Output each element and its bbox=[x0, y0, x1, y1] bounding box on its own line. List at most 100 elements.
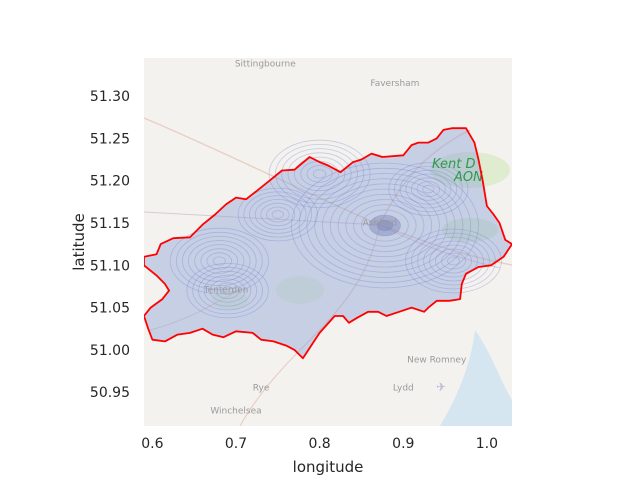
density-contour-1-7 bbox=[274, 143, 365, 204]
density-contour-2-5 bbox=[188, 240, 251, 282]
airport-icon: ✈ bbox=[436, 380, 446, 394]
density-contour-1-2 bbox=[306, 165, 333, 183]
basemap-railway bbox=[379, 224, 501, 269]
density-contour-0-7 bbox=[329, 188, 440, 263]
density-contour-5-6 bbox=[243, 191, 313, 238]
basemap-road bbox=[144, 117, 512, 266]
density-contour-6-4 bbox=[405, 173, 452, 205]
density-contour-2-4 bbox=[194, 244, 245, 278]
density-contour-5-5 bbox=[249, 195, 307, 234]
density-contour-0-1 bbox=[376, 219, 394, 232]
density-contour-4-3 bbox=[209, 278, 246, 303]
x-tick-labels: 0.6 0.7 0.8 0.9 1.0 bbox=[141, 436, 498, 452]
density-contour-6-6 bbox=[394, 166, 463, 213]
density-contour-1-5 bbox=[287, 152, 352, 196]
y-axis-label: latitude bbox=[70, 213, 88, 271]
density-contour-3-2 bbox=[441, 252, 466, 270]
density-contour-4-6 bbox=[192, 266, 263, 315]
basemap-sea bbox=[440, 330, 512, 426]
density-contour-1-1 bbox=[312, 169, 327, 179]
density-contour-6-1 bbox=[422, 184, 435, 194]
basemap-place-labels: Sittingbourne Faversham Ashford Tenterden Ne… bbox=[203, 60, 467, 417]
y-tick-label: 50.95 bbox=[90, 385, 130, 401]
x-tick-label: 1.0 bbox=[476, 436, 498, 452]
density-contour-1-4 bbox=[293, 156, 346, 192]
y-tick-label: 51.20 bbox=[90, 174, 130, 190]
density-contour-0-9 bbox=[314, 178, 456, 273]
x-tick-label: 0.9 bbox=[392, 436, 414, 452]
y-tick-label: 51.00 bbox=[90, 343, 130, 359]
y-tick-label: 51.05 bbox=[90, 301, 130, 317]
density-contour-3-3 bbox=[435, 248, 472, 274]
density-contour-3-4 bbox=[429, 244, 478, 278]
y-tick-labels: 50.95 51.00 51.05 51.10 51.15 51.20 51.25 51.30 bbox=[90, 89, 130, 401]
density-contour-4-2 bbox=[215, 282, 240, 299]
map-plot-area: ✈ Sittingbourne Faversham Ashford Tenterden… bbox=[144, 58, 512, 426]
density-contour-3-6 bbox=[417, 236, 490, 286]
x-tick-label: 0.7 bbox=[225, 436, 247, 452]
density-contour-4-4 bbox=[203, 274, 252, 307]
density-contour-1-8 bbox=[268, 139, 371, 208]
density-contour-0-4 bbox=[353, 204, 417, 247]
aonb-label-line2: AON bbox=[453, 170, 483, 185]
density-contour-3-1 bbox=[447, 256, 460, 266]
density-contour-2-1 bbox=[212, 256, 226, 266]
density-contours bbox=[169, 139, 502, 319]
y-tick-label: 51.10 bbox=[90, 258, 130, 274]
aonb-label-line1: Kent D bbox=[432, 157, 476, 172]
density-contour-6-5 bbox=[399, 169, 458, 209]
density-contour-0-6 bbox=[337, 193, 433, 258]
density-contour-2-8 bbox=[169, 227, 269, 295]
place-label-new-romney: New Romney bbox=[407, 356, 467, 366]
place-label-sittingbourne: Sittingbourne bbox=[235, 60, 296, 70]
density-contour-5-2 bbox=[266, 206, 290, 223]
density-contour-3-5 bbox=[423, 240, 484, 282]
basemap-road bbox=[379, 129, 471, 226]
density-contour-1-6 bbox=[281, 148, 358, 200]
density-contour-0-8 bbox=[322, 183, 448, 268]
density-contour-0-12 bbox=[290, 162, 479, 289]
place-label-ashford: Ashford bbox=[363, 219, 397, 229]
y-tick-label: 51.15 bbox=[90, 216, 130, 232]
y-tick-label: 51.30 bbox=[90, 89, 130, 105]
density-contour-5-7 bbox=[237, 187, 318, 242]
district-fill bbox=[144, 128, 512, 359]
basemap-green-area bbox=[430, 152, 510, 188]
basemap-railway bbox=[144, 211, 381, 226]
density-contour-2-6 bbox=[181, 235, 257, 286]
density-contour-2-3 bbox=[200, 248, 239, 274]
density-contour-0-11 bbox=[298, 167, 472, 284]
place-label-winchelsea: Winchelsea bbox=[210, 406, 261, 416]
basemap-road bbox=[149, 289, 241, 331]
place-label-tenterden: Tenterden bbox=[203, 285, 249, 295]
basemap-background bbox=[144, 58, 512, 426]
density-contour-0-2 bbox=[368, 214, 401, 237]
density-contour-2-2 bbox=[206, 252, 233, 270]
density-contour-0-10 bbox=[306, 173, 464, 278]
basemap-road bbox=[239, 224, 381, 426]
density-contour-3-8 bbox=[405, 228, 502, 294]
place-label-lydd: Lydd bbox=[393, 384, 414, 394]
density-contour-0-5 bbox=[345, 199, 425, 252]
density-contour-6-2 bbox=[416, 181, 441, 198]
place-label-rye: Rye bbox=[253, 384, 270, 394]
density-contour-5-3 bbox=[260, 202, 296, 227]
density-contour-4-7 bbox=[186, 262, 269, 319]
place-label-faversham: Faversham bbox=[370, 79, 419, 89]
density-contour-4-1 bbox=[221, 286, 234, 295]
basemap-green-area bbox=[442, 218, 498, 242]
x-tick-label: 0.6 bbox=[141, 436, 163, 452]
density-contour-5-4 bbox=[254, 198, 301, 230]
district-boundary bbox=[144, 127, 512, 360]
density-contour-2-7 bbox=[175, 231, 263, 291]
y-tick-label: 51.25 bbox=[90, 131, 130, 147]
density-contour-5-1 bbox=[271, 210, 284, 219]
basemap-green-area bbox=[212, 290, 248, 310]
density-contour-3-7 bbox=[411, 232, 496, 290]
basemap-green-area bbox=[276, 276, 324, 304]
density-contour-0-3 bbox=[361, 209, 409, 242]
density-contour-4-5 bbox=[198, 270, 258, 311]
x-tick-label: 0.8 bbox=[308, 436, 330, 452]
density-contour-6-3 bbox=[410, 177, 446, 201]
